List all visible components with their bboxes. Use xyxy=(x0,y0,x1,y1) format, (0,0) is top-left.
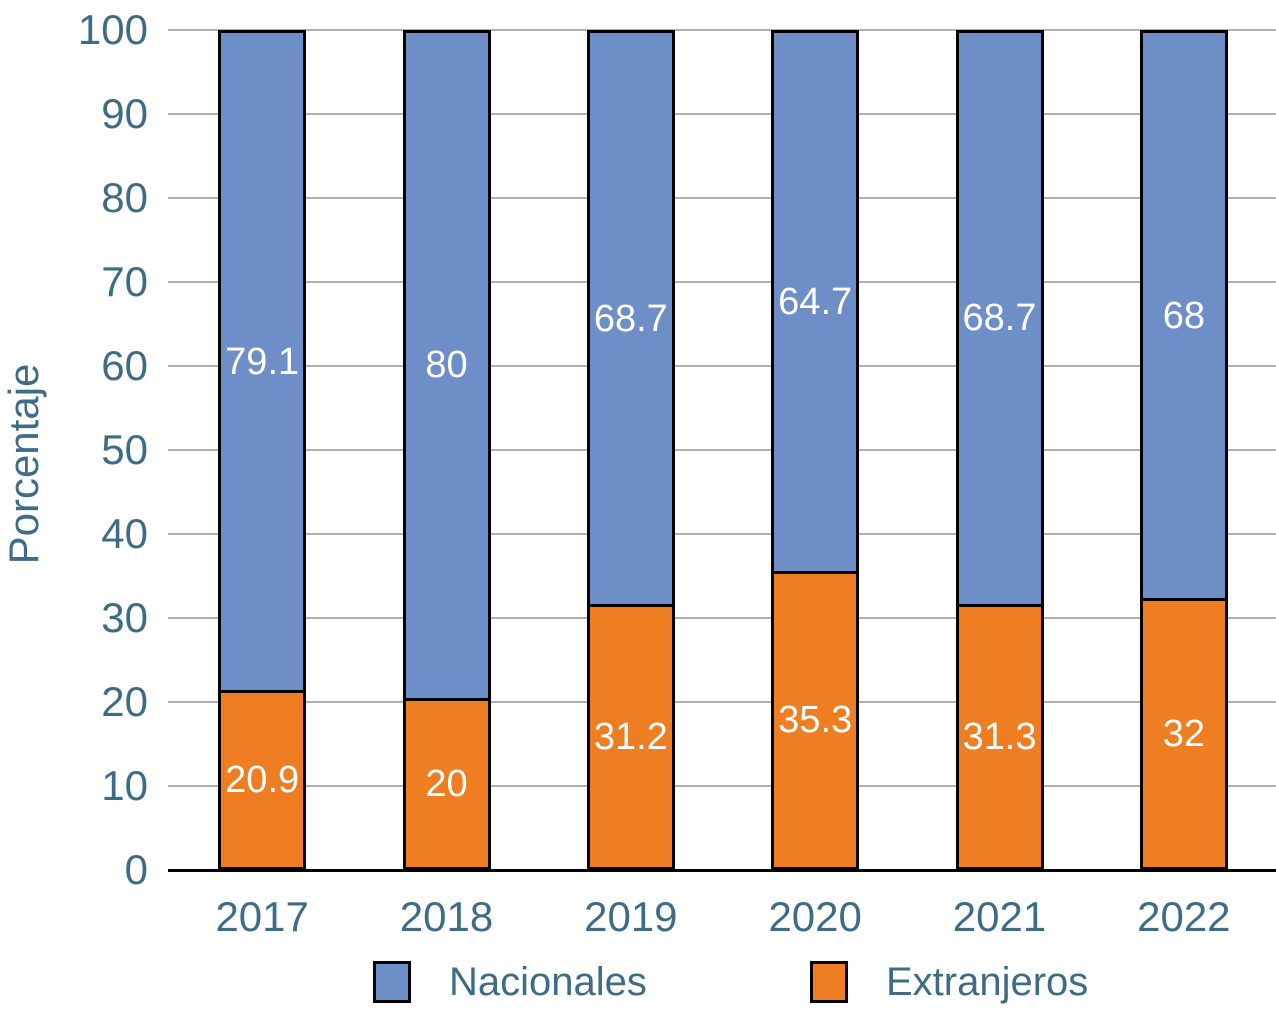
x-tick-label-2018: 2018 xyxy=(399,893,494,940)
bar-segment-extranjeros-2020: 35.3 xyxy=(774,570,857,867)
legend-label-nacionales: Nacionales xyxy=(449,960,647,1004)
bar-segment-nacionales-2017: 79.1 xyxy=(221,33,304,691)
y-tick-label: 70 xyxy=(101,258,148,305)
data-label: 80 xyxy=(425,344,468,387)
y-tick-label: 10 xyxy=(101,762,148,809)
data-label: 20 xyxy=(425,762,468,805)
bar-segment-nacionales-2021: 68.7 xyxy=(958,33,1041,604)
data-label: 31.2 xyxy=(593,716,668,759)
y-tick-label: 100 xyxy=(77,6,148,53)
data-label: 64.7 xyxy=(778,280,853,323)
data-label: 20.9 xyxy=(225,759,300,802)
bar-segment-extranjeros-2017: 20.9 xyxy=(221,690,304,867)
gridline-60 xyxy=(168,365,1276,367)
legend-entry-extranjeros: Extranjeros xyxy=(810,961,1088,1003)
gridline-20 xyxy=(168,701,1276,703)
gridline-90 xyxy=(168,113,1276,115)
data-label: 31.3 xyxy=(962,715,1037,758)
y-tick-label: 50 xyxy=(101,426,148,473)
y-tick-label: 20 xyxy=(101,678,148,725)
legend-swatch-extranjeros xyxy=(810,961,848,1003)
gridline-10 xyxy=(168,785,1276,787)
legend-entry-nacionales: Nacionales xyxy=(373,961,647,1003)
data-label: 68.7 xyxy=(593,297,668,340)
x-axis-line xyxy=(168,869,1276,872)
bar-2018: 80 20 xyxy=(402,30,491,870)
gridline-80 xyxy=(168,197,1276,199)
x-tick-label-2019: 2019 xyxy=(584,893,678,940)
y-tick-label: 40 xyxy=(101,510,148,557)
bar-segment-nacionales-2019: 68.7 xyxy=(589,33,672,605)
y-tick-label: 0 xyxy=(124,846,148,893)
y-tick-label: 30 xyxy=(101,594,148,641)
x-tick-label-2020: 2020 xyxy=(768,893,862,940)
y-tick-label: 80 xyxy=(101,174,148,221)
gridline-100 xyxy=(168,29,1276,31)
bar-segment-nacionales-2018: 80 xyxy=(405,33,488,698)
bar-2022: 68 32 xyxy=(1139,30,1228,870)
bar-2019: 68.7 31.2 xyxy=(586,30,675,870)
y-tick-label: 60 xyxy=(101,342,148,389)
gridline-70 xyxy=(168,281,1276,283)
bar-segment-extranjeros-2018: 20 xyxy=(405,697,488,867)
x-tick-label-2017: 2017 xyxy=(215,893,309,940)
bar-segment-nacionales-2020: 64.7 xyxy=(774,33,857,571)
x-tick-label-2022: 2022 xyxy=(1137,893,1231,940)
legend-label-extranjeros: Extranjeros xyxy=(886,960,1089,1004)
bar-2021: 68.7 31.3 xyxy=(955,30,1044,870)
bar-segment-extranjeros-2022: 32 xyxy=(1142,598,1225,867)
data-label: 35.3 xyxy=(778,699,853,742)
bar-2020: 64.7 35.3 xyxy=(771,30,860,870)
bar-segment-extranjeros-2019: 31.2 xyxy=(589,604,672,867)
bar-segment-nacionales-2022: 68 xyxy=(1142,33,1225,599)
bar-2017: 79.1 20.9 xyxy=(218,30,307,870)
gridline-50 xyxy=(168,449,1276,451)
data-label: 68 xyxy=(1162,294,1205,337)
data-label: 79.1 xyxy=(225,340,300,383)
data-label: 68.7 xyxy=(962,297,1037,340)
legend-swatch-nacionales xyxy=(373,961,411,1003)
y-tick-label: 90 xyxy=(101,90,148,137)
data-label: 32 xyxy=(1162,713,1205,756)
x-tick-label-2021: 2021 xyxy=(952,893,1047,940)
bar-segment-extranjeros-2021: 31.3 xyxy=(958,603,1041,867)
gridline-30 xyxy=(168,617,1276,619)
gridline-40 xyxy=(168,533,1276,535)
